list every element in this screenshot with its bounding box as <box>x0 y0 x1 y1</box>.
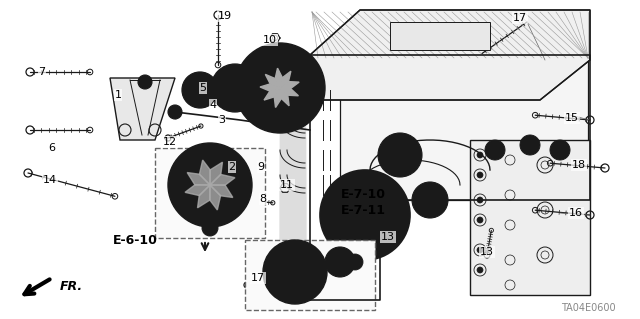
Circle shape <box>275 252 315 292</box>
Circle shape <box>477 217 483 223</box>
Polygon shape <box>266 74 280 88</box>
Text: 17: 17 <box>251 273 265 283</box>
Text: 9: 9 <box>257 162 264 172</box>
Text: E-7-11: E-7-11 <box>340 204 385 217</box>
Text: 5: 5 <box>200 83 207 93</box>
Circle shape <box>196 171 224 199</box>
Circle shape <box>325 247 355 277</box>
Circle shape <box>235 43 325 133</box>
Circle shape <box>477 197 483 203</box>
Polygon shape <box>280 88 298 96</box>
Text: 11: 11 <box>280 180 294 190</box>
Circle shape <box>220 73 250 103</box>
Circle shape <box>263 240 327 304</box>
Circle shape <box>229 82 241 94</box>
Polygon shape <box>110 78 175 140</box>
Polygon shape <box>275 68 283 88</box>
Circle shape <box>182 72 218 108</box>
Circle shape <box>272 80 288 96</box>
Polygon shape <box>280 82 299 89</box>
Text: E-7-10: E-7-10 <box>340 189 385 202</box>
Circle shape <box>477 247 483 253</box>
Text: 6: 6 <box>49 143 56 153</box>
Polygon shape <box>280 71 291 88</box>
Text: TA04E0600: TA04E0600 <box>561 303 615 313</box>
Polygon shape <box>310 10 590 100</box>
Polygon shape <box>210 185 221 210</box>
Circle shape <box>378 133 422 177</box>
Text: FR.: FR. <box>60 279 83 293</box>
Circle shape <box>168 143 252 227</box>
Text: 7: 7 <box>38 67 45 77</box>
Text: 18: 18 <box>572 160 586 170</box>
Polygon shape <box>185 185 210 196</box>
Circle shape <box>138 75 152 89</box>
Circle shape <box>202 220 218 236</box>
Bar <box>390 22 490 50</box>
Circle shape <box>248 56 312 120</box>
Circle shape <box>182 157 238 213</box>
Circle shape <box>320 170 410 260</box>
Circle shape <box>333 183 397 247</box>
Text: 2: 2 <box>228 162 236 172</box>
Polygon shape <box>187 173 210 185</box>
Circle shape <box>333 255 347 269</box>
Circle shape <box>477 172 483 178</box>
Circle shape <box>485 140 505 160</box>
Circle shape <box>388 143 412 167</box>
Circle shape <box>477 267 483 273</box>
Text: 10: 10 <box>263 35 277 45</box>
Polygon shape <box>198 185 210 208</box>
Text: 13: 13 <box>381 232 395 242</box>
Text: 8: 8 <box>259 194 267 204</box>
Text: 15: 15 <box>565 113 579 123</box>
Circle shape <box>190 80 210 100</box>
Circle shape <box>359 209 371 221</box>
Polygon shape <box>280 88 289 106</box>
Text: E-6-10: E-6-10 <box>113 234 157 247</box>
Circle shape <box>347 254 363 270</box>
Circle shape <box>196 86 204 94</box>
Bar <box>340 60 588 200</box>
Text: 1: 1 <box>115 90 122 100</box>
Circle shape <box>168 105 182 119</box>
Circle shape <box>550 140 570 160</box>
Circle shape <box>350 200 380 230</box>
Text: 17: 17 <box>513 13 527 23</box>
Text: 13: 13 <box>480 247 494 257</box>
Polygon shape <box>264 88 280 100</box>
Bar <box>470 140 590 295</box>
Text: 14: 14 <box>43 175 57 185</box>
Polygon shape <box>210 185 233 197</box>
Circle shape <box>520 135 540 155</box>
Circle shape <box>204 179 216 191</box>
Circle shape <box>262 70 298 106</box>
Text: 12: 12 <box>163 137 177 147</box>
Polygon shape <box>260 84 280 92</box>
FancyBboxPatch shape <box>245 240 375 310</box>
FancyBboxPatch shape <box>155 148 265 238</box>
Text: 19: 19 <box>218 11 232 21</box>
Circle shape <box>412 182 448 218</box>
Polygon shape <box>274 88 282 108</box>
Circle shape <box>477 152 483 158</box>
Circle shape <box>211 64 259 112</box>
Text: 3: 3 <box>218 115 225 125</box>
Text: 16: 16 <box>569 208 583 218</box>
Polygon shape <box>210 162 223 185</box>
Polygon shape <box>200 160 210 185</box>
Text: 4: 4 <box>209 100 216 110</box>
Polygon shape <box>210 174 235 185</box>
Circle shape <box>287 264 303 280</box>
